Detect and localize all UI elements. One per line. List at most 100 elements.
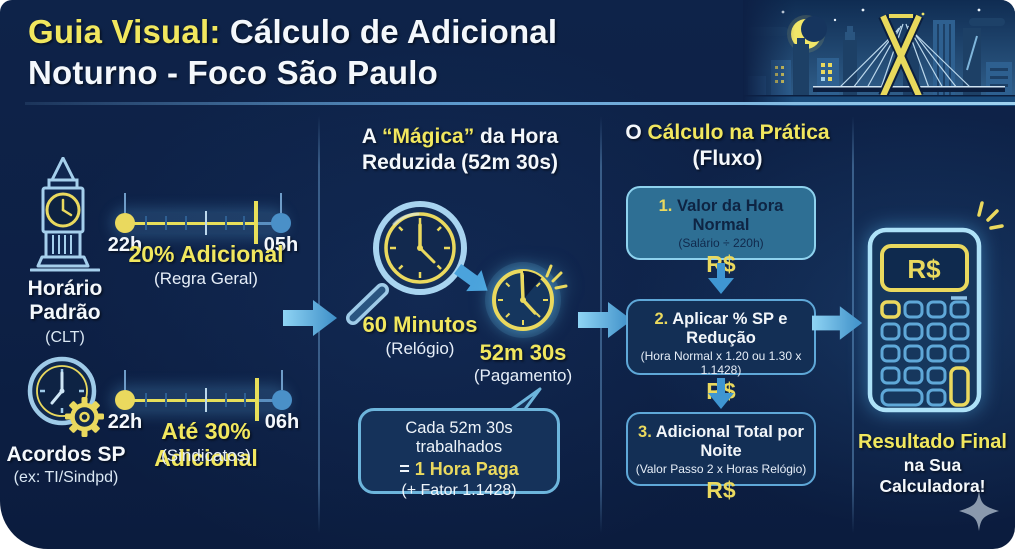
clock60-sublabel: (Relógio) — [385, 339, 455, 358]
magic-heading: A “Mágica” da Hora Reduzida (52m 30s) — [330, 124, 590, 177]
sao-paulo-skyline-illustration — [743, 0, 1015, 106]
clock-tower-icon — [30, 157, 100, 272]
timeline-tick — [185, 393, 187, 407]
result-label-line2: na Sua Calculadora! — [879, 455, 986, 496]
timeline-stem — [280, 193, 282, 213]
bubble-equals: = — [399, 459, 415, 479]
timeline-start-time: 22h — [107, 234, 143, 256]
bubble-highlight: 1 Hora Paga — [414, 459, 519, 479]
standard-schedule-label: Horário Padrão — [27, 277, 103, 324]
timeline-cutoff-bar — [255, 378, 259, 421]
clock60-label: 60 Minutos — [362, 312, 478, 337]
magic-heading-line2: Reduzida (52m 30s) — [361, 151, 559, 175]
timeline-line-end — [256, 221, 281, 225]
header-divider — [25, 102, 1015, 105]
timeline-sublabel: (Sindicatos) — [161, 446, 251, 465]
timeline-tick — [145, 393, 147, 407]
magic-heading-a: A — [361, 125, 382, 148]
timeline-tick — [243, 216, 245, 230]
step-currency: R$ — [706, 476, 736, 503]
timeline-tick — [225, 216, 227, 230]
page-title-rest: Cálculo de Adicional — [220, 13, 558, 50]
star-sparkle-icon — [959, 491, 999, 531]
flow-step-2: 2. Aplicar % SP e Redução (Hora Normal x… — [626, 299, 816, 404]
timeline-start-dot — [115, 213, 135, 233]
step-formula: (Salário ÷ 220h) — [678, 235, 764, 250]
clock52-label: 52m 30s — [479, 340, 567, 365]
timeline-stem — [281, 370, 283, 390]
magic-heading-highlight: “Mágica” — [382, 125, 475, 148]
flow-heading-line2: (Fluxo) — [692, 147, 763, 171]
timeline-end-dot — [271, 213, 291, 233]
result-label-highlight: Resultado Final — [858, 431, 1007, 453]
flow-heading-highlight: Cálculo na Prática — [647, 121, 830, 144]
timeline-stem — [124, 370, 126, 390]
timeline-tick — [165, 216, 167, 230]
clock52-sublabel: (Pagamento) — [473, 366, 573, 385]
step-number: 3. — [638, 423, 652, 441]
arrow-down-icon — [708, 378, 734, 409]
bubble-line3: (+ Fator 1.1428) — [401, 482, 517, 499]
arrow-diagonal-icon — [454, 263, 488, 292]
page-title: Guia Visual: Cálculo de Adicional Noturn… — [28, 12, 557, 93]
timeline-tick — [165, 393, 167, 407]
flow-heading: O Cálculo na Prática (Fluxo) — [605, 120, 850, 173]
arrow-right-icon — [283, 300, 337, 336]
sparkle-icon — [545, 264, 568, 290]
calculator-icon: R$ — [867, 227, 982, 413]
bubble-line2: = 1 Hora Paga — [361, 459, 557, 480]
clock-gear-icon — [27, 356, 104, 437]
timeline-start-dot — [115, 390, 135, 410]
timeline-label: Até 30% Adicional — [154, 418, 258, 471]
timeline-stem — [124, 193, 126, 213]
reduced-hour-clock-icon — [485, 262, 568, 338]
sp-agreements-label: Acordos SP — [6, 443, 126, 466]
timeline-sublabel: (Regra Geral) — [154, 269, 258, 288]
timeline-end-time: 05h — [263, 234, 299, 256]
timeline-tick-major — [205, 211, 207, 235]
timeline-tick — [244, 393, 246, 407]
step-formula: (Hora Normal x 1.20 ou 1.30 x 1.1428) — [640, 348, 802, 377]
timeline-sp: 22h 06h Até 30% Adicional (Sindicatos) — [108, 370, 302, 471]
timeline-clt: 22h 05h 20% Adicional (Regra Geral) — [108, 193, 302, 290]
step-formula: (Valor Passo 2 x Horas Relógio) — [635, 461, 807, 476]
timeline-tick-major — [205, 388, 207, 412]
page-title-line2: Noturno - Foco São Paulo — [28, 53, 438, 91]
step-number: 1. — [658, 197, 673, 215]
arrow-right-icon — [578, 302, 632, 338]
bubble-line1: Cada 52m 30s trabalhados — [405, 419, 513, 456]
magic-heading-b: da Hora — [474, 125, 559, 148]
step-number: 2. — [654, 310, 669, 328]
magnifier-clock-icon — [346, 201, 467, 325]
timeline-start-time: 22h — [107, 411, 143, 433]
gear-icon — [65, 397, 104, 437]
timeline-line — [125, 398, 257, 402]
estaiada-bridge-icon — [813, 13, 1005, 99]
page-title-highlight: Guia Visual: — [28, 13, 221, 50]
arrow-down-icon — [708, 263, 734, 294]
timeline-tick — [185, 216, 187, 230]
flow-heading-a: O — [625, 121, 648, 144]
timeline-label: 20% Adicional — [128, 241, 284, 267]
flow-step-3: 3. Adicional Total por Noite (Valor Pass… — [626, 412, 816, 503]
timeline-line-end — [257, 398, 282, 402]
timeline-end-dot — [272, 390, 292, 410]
arrow-right-icon — [812, 306, 863, 340]
sparkle-icon — [977, 201, 1004, 230]
result-label: Resultado Final na Sua Calculadora! — [850, 431, 1015, 497]
timeline-line — [125, 221, 256, 225]
step-title: Aplicar % SP e Redução — [672, 310, 788, 347]
timeline-cutoff-bar — [254, 201, 258, 244]
step-title: Adicional Total por Noite — [655, 423, 804, 460]
flow-step-1: 1. Valor da Hora Normal (Salário ÷ 220h)… — [626, 186, 816, 277]
timeline-tick — [225, 393, 227, 407]
calculator-display: R$ — [907, 254, 941, 284]
standard-schedule-sublabel: (CLT) — [45, 329, 85, 346]
sp-agreements-sublabel: (ex: TI/Sindpd) — [13, 469, 119, 486]
speech-bubble: Cada 52m 30s trabalhados = 1 Hora Paga (… — [358, 408, 560, 499]
step-title: Valor da Hora Normal — [676, 197, 784, 234]
timeline-end-time: 06h — [264, 411, 300, 433]
timeline-tick — [145, 216, 147, 230]
